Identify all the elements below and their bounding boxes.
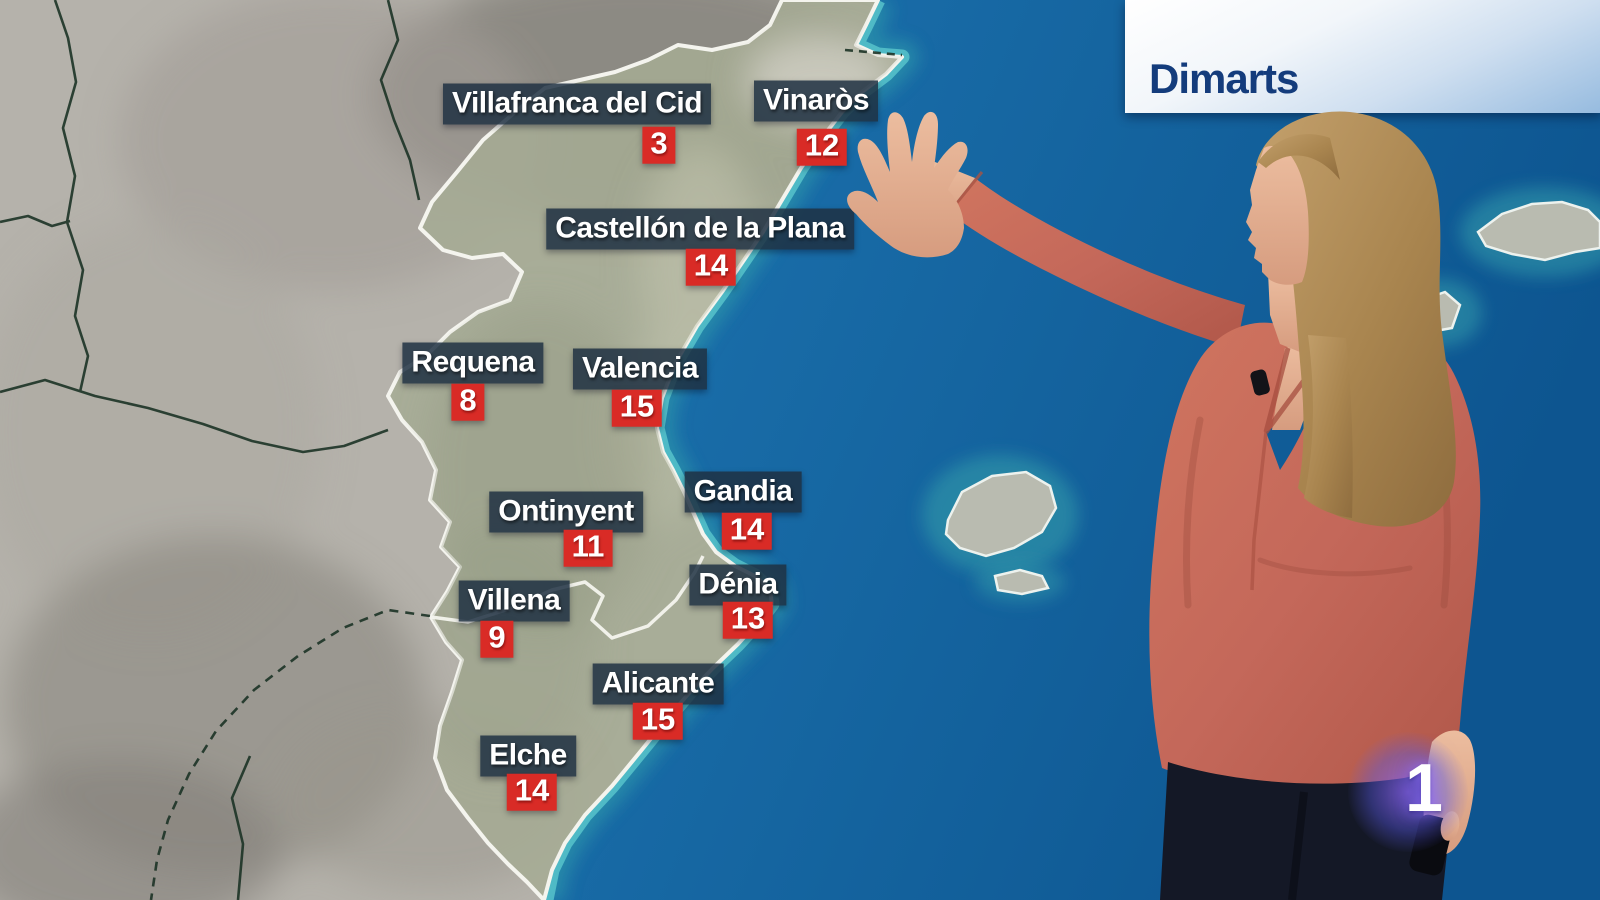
presenter-hand (847, 111, 968, 258)
presenter-hair-fringe (1258, 134, 1340, 180)
province-borders (0, 0, 903, 900)
island (1476, 200, 1600, 262)
presenter-arm-sleeve (948, 178, 1245, 348)
presenter-face (1246, 145, 1309, 285)
island (944, 470, 1058, 558)
day-label: Dimarts (1149, 55, 1299, 102)
microphone (1250, 369, 1270, 396)
island (993, 568, 1050, 596)
pants-leg-shadow (1288, 791, 1308, 900)
day-panel: Dimarts (1125, 0, 1600, 113)
presenter-hair-strand (1304, 335, 1353, 518)
placket-seam (1250, 431, 1268, 591)
presenter-cuff-line (953, 171, 984, 206)
islands (944, 200, 1600, 596)
